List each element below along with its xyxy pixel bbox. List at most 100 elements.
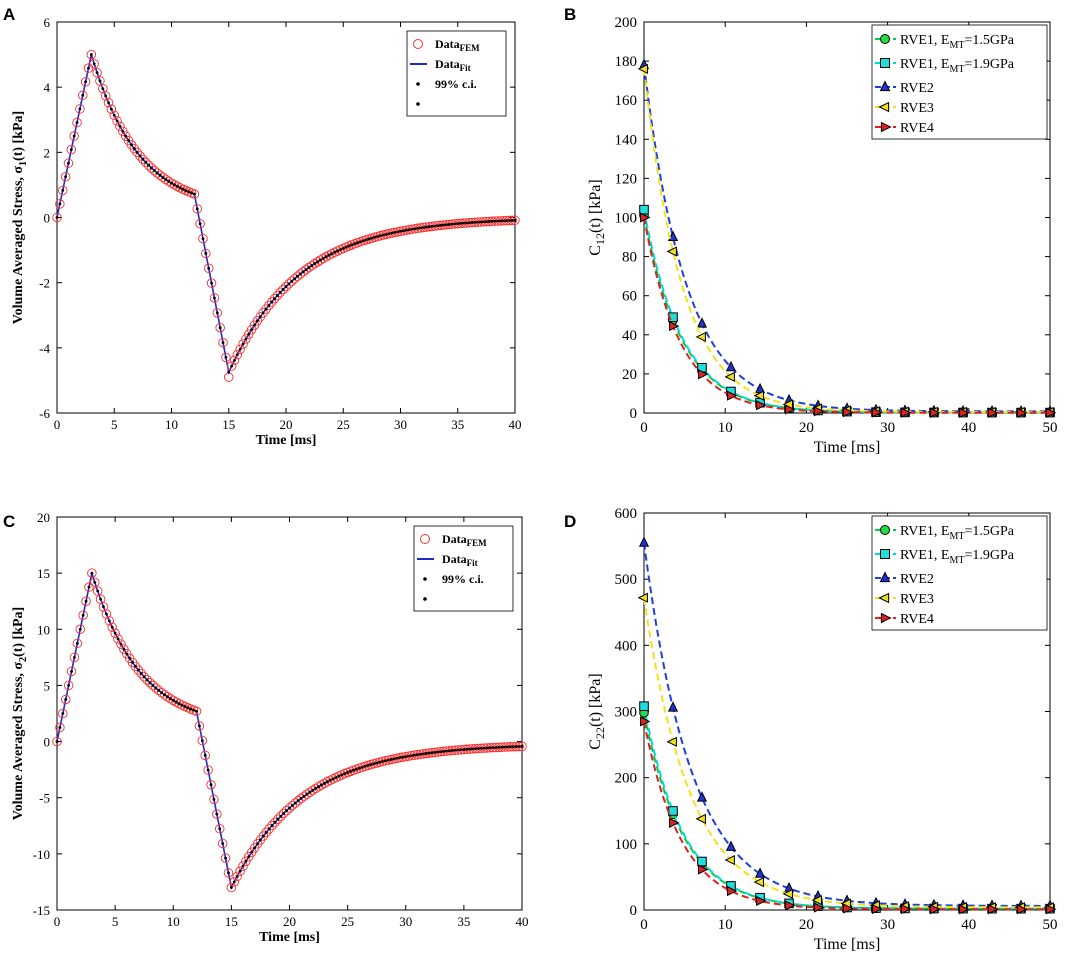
ci-point <box>395 756 399 760</box>
panel-a: A 0 5 10 15 20 25 30 35 40 -6 -4 -2 0 2 4 6 Time [ms] Volu… <box>3 5 522 448</box>
series-marker <box>695 331 706 343</box>
legend-label-main: 99% c.i. <box>435 77 477 91</box>
x-tick-label: 50 <box>1043 917 1058 933</box>
fem-point <box>161 174 171 185</box>
ci-point <box>101 87 105 90</box>
ci-point <box>347 244 351 248</box>
x-tick-label: 35 <box>451 417 464 432</box>
x-tick-label: 10 <box>165 417 178 432</box>
fem-point <box>272 290 283 301</box>
legend-label-sub: MT <box>949 531 964 542</box>
ci-point <box>119 642 123 646</box>
ci-point <box>456 748 460 752</box>
series-marker <box>901 904 912 915</box>
ci-point <box>293 801 297 805</box>
ci-point <box>390 231 394 235</box>
x-tick-label: 0 <box>640 917 648 933</box>
x-tick-label: 40 <box>509 417 522 432</box>
fem-point <box>215 322 225 333</box>
y-tick-label: 120 <box>615 171 638 187</box>
ci-point <box>209 783 213 787</box>
ci-point <box>281 288 285 291</box>
legend-label: RVE1, EMT=1.9GPa <box>900 57 1015 75</box>
ci-point <box>421 752 425 756</box>
ci-point <box>444 223 448 227</box>
ci-point <box>350 243 354 247</box>
legend-label-main: RVE4 <box>900 612 934 627</box>
y-tick-label: 140 <box>615 132 638 148</box>
ci-point <box>166 695 169 699</box>
legend-label: DataFit <box>442 552 478 568</box>
x-tick-label: 0 <box>54 417 61 432</box>
ci-point <box>95 71 99 75</box>
ci-point <box>195 709 198 713</box>
series-marker <box>669 817 680 828</box>
ci-point <box>58 202 62 206</box>
fem-point <box>143 160 154 170</box>
fem-point <box>69 652 80 663</box>
ci-point <box>500 745 504 749</box>
legend-label-tail: =1.5GPa <box>964 524 1014 539</box>
ci-point <box>89 53 93 56</box>
legend-label-sub: FEM <box>467 538 488 548</box>
ci-point <box>484 220 488 224</box>
ci-point <box>273 820 277 824</box>
ci-point <box>261 311 265 315</box>
legend-label: RVE2 <box>900 572 934 587</box>
ci-point <box>67 161 70 165</box>
ci-point <box>311 788 315 792</box>
ci-point <box>467 221 471 225</box>
y-axis-label-main: C <box>587 245 604 256</box>
legend-marker <box>880 525 890 535</box>
ci-point <box>337 774 341 778</box>
ci-point <box>233 358 236 362</box>
ci-point <box>81 613 85 617</box>
ci-point <box>244 337 248 341</box>
legend-ci-marker <box>416 102 420 106</box>
series-marker <box>640 212 651 223</box>
ci-point <box>198 222 202 226</box>
series-marker <box>724 854 735 866</box>
ci-point <box>64 175 67 179</box>
ci-point <box>261 834 265 838</box>
ci-point <box>221 842 225 845</box>
ci-point <box>333 250 337 254</box>
fem-point <box>322 777 333 787</box>
y-axis-label-sub: 12 <box>593 233 607 245</box>
x-tick-label: 5 <box>112 914 119 929</box>
fem-point <box>312 257 323 267</box>
ci-point <box>366 764 370 767</box>
panel-letter: A <box>3 5 15 24</box>
fem-point <box>55 722 65 733</box>
fem-point <box>165 693 176 704</box>
ci-point <box>61 712 65 715</box>
fem-point <box>261 304 271 314</box>
series-marker <box>696 791 708 802</box>
ci-point <box>104 94 108 98</box>
legend-marker <box>880 58 890 68</box>
fem-point <box>146 163 157 173</box>
ci-point <box>213 296 216 300</box>
y-tick-label: 0 <box>44 211 51 226</box>
x-tick-label: 30 <box>880 420 895 436</box>
ci-point <box>200 739 204 743</box>
series-marker <box>959 407 970 418</box>
ci-point <box>396 230 400 234</box>
ci-point <box>384 759 387 763</box>
ci-point <box>471 747 474 751</box>
series-5 <box>640 716 1057 915</box>
y-tick-label: 500 <box>615 572 638 588</box>
legend-label: RVE1, EMT=1.9GPa <box>900 548 1015 566</box>
ci-point <box>456 222 460 226</box>
ci-point <box>284 285 288 288</box>
fem-point <box>142 675 152 685</box>
y-tick-label: 160 <box>615 93 638 109</box>
series-marker <box>725 840 737 851</box>
plot-area <box>52 49 520 382</box>
y-tick-label: 6 <box>44 15 51 30</box>
fem-point <box>60 694 71 705</box>
fem-point <box>318 253 328 264</box>
fem-point <box>148 680 158 691</box>
ci-point <box>453 748 457 752</box>
